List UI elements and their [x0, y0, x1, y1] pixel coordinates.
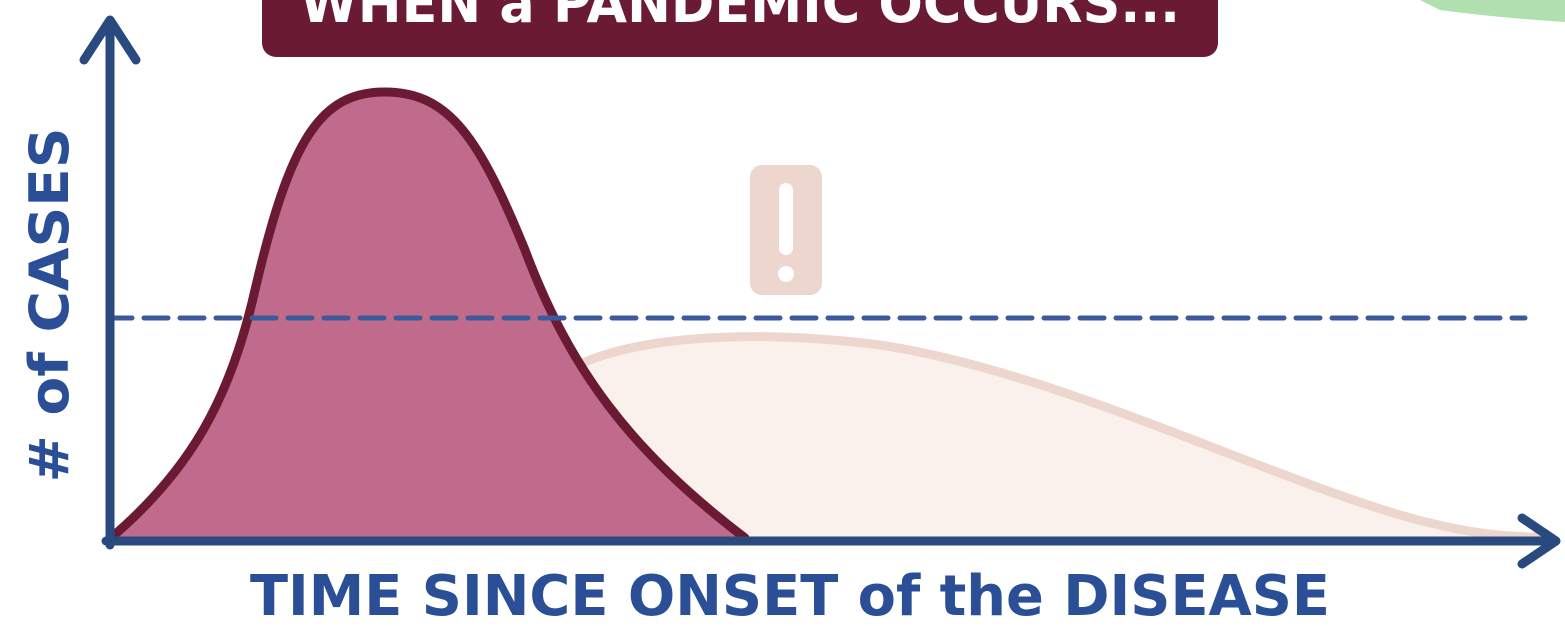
warning-icon-bar [779, 183, 793, 255]
title: WHEN a PANDEMIC OCCURS... [300, 0, 1180, 35]
x-axis-label: TIME SINCE ONSET of the DISEASE [250, 564, 1330, 626]
illustration: WHEN a PANDEMIC OCCURS... # of CASES TIM… [0, 0, 1565, 626]
warning-icon-dot [778, 266, 794, 282]
y-axis-label: # of CASES [18, 128, 81, 483]
